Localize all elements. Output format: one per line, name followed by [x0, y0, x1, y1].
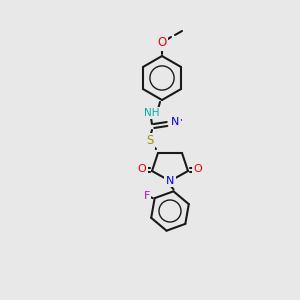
Text: N: N — [166, 176, 174, 186]
Text: O: O — [194, 164, 202, 174]
Text: NH: NH — [144, 108, 160, 118]
Text: O: O — [138, 164, 146, 174]
Text: O: O — [158, 37, 166, 50]
Text: F: F — [143, 191, 150, 201]
Text: N: N — [171, 117, 179, 127]
Text: S: S — [146, 134, 154, 148]
